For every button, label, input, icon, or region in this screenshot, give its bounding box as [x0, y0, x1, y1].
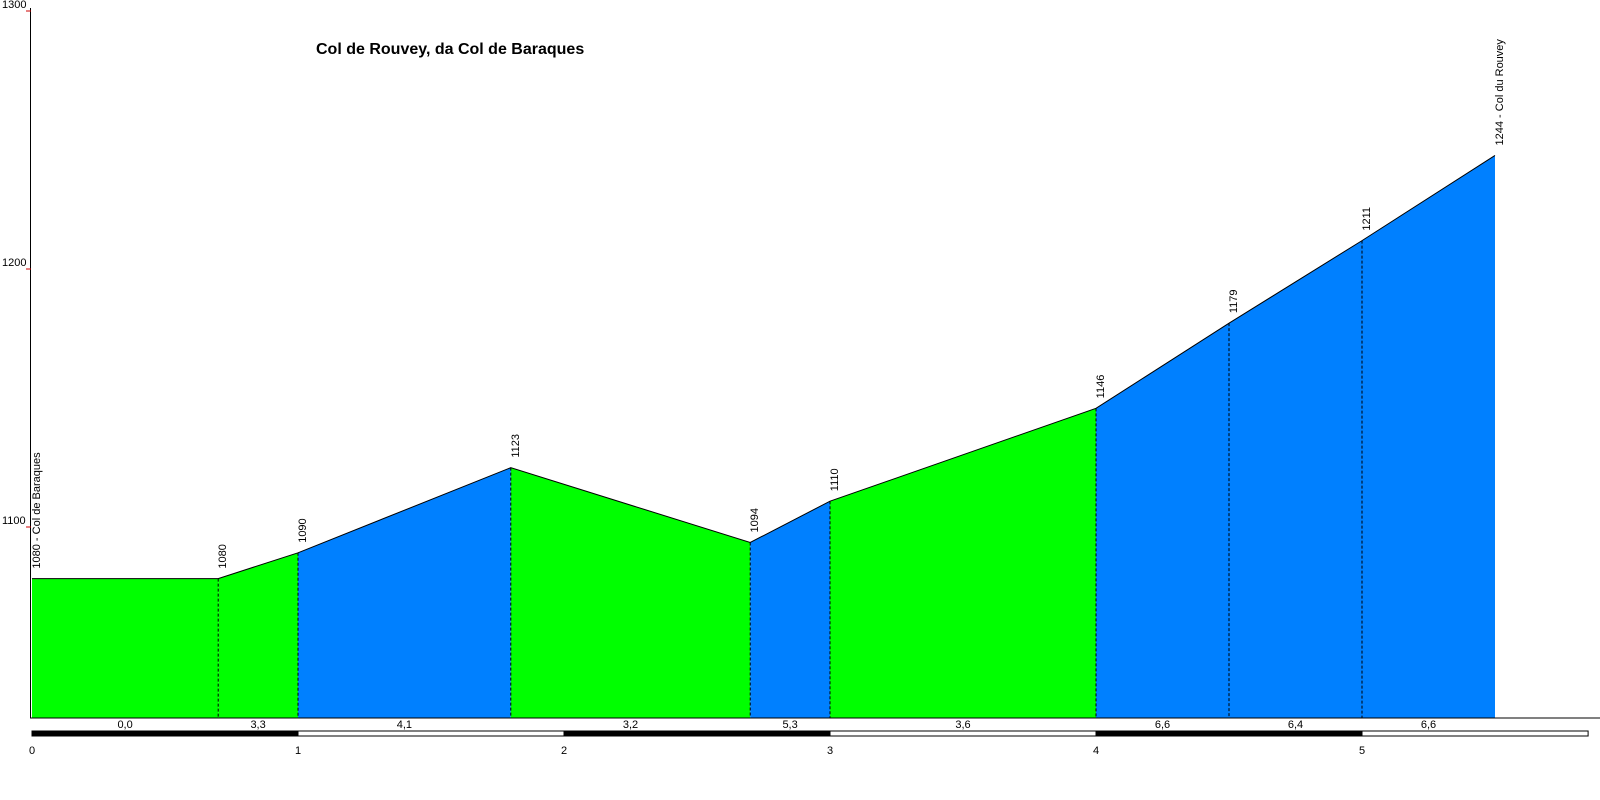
- profile-line: [32, 155, 1496, 580]
- km-bar-block: [1361, 730, 1589, 737]
- chart-title: Col de Rouvey, da Col de Baraques: [316, 41, 584, 58]
- y-tick-label: 1300: [2, 0, 26, 11]
- point-label: 1179: [1228, 290, 1240, 314]
- gradient-labels: 0,0 3,3 4,1 3,2 5,3 3,6 6,6 6,4 6,6: [117, 719, 1436, 731]
- segment-area-8: [1229, 240, 1362, 718]
- y-tick-label: 1200: [2, 257, 26, 269]
- gradient-label: 4,1: [397, 719, 412, 731]
- point-label: 1110: [829, 468, 841, 491]
- point-label: 1094: [749, 508, 761, 532]
- gradient-label: 3,2: [623, 719, 638, 731]
- point-label: 1080: [217, 544, 229, 568]
- segment-area-3: [298, 467, 511, 718]
- segment-dividers: [217, 240, 1363, 718]
- gradient-label: 0,0: [117, 719, 132, 731]
- point-label: 1146: [1095, 375, 1107, 399]
- point-label: 1090: [297, 518, 309, 542]
- km-bar-block: [1095, 730, 1363, 737]
- segment-area-1: [32, 578, 219, 718]
- segment-area-4: [510, 467, 751, 718]
- km-bar-block: [297, 730, 565, 737]
- gradient-label: 3,6: [955, 719, 970, 731]
- y-tick-label: 1100: [2, 515, 26, 527]
- point-label: 1080 - Col de Baraques: [31, 452, 43, 569]
- gradient-label: 6,6: [1421, 719, 1436, 731]
- x-tick-label: 1: [295, 745, 301, 757]
- segment-area-9: [1362, 155, 1495, 719]
- gradient-label: 3,3: [250, 719, 265, 731]
- point-labels: 1080 - Col de Baraques 1080 1090 1123 1094 11…: [31, 39, 1506, 569]
- profile-outline: [32, 155, 1496, 580]
- x-tick-label: 4: [1093, 745, 1099, 757]
- km-scale-bar: [31, 730, 1589, 737]
- segment-area-6: [830, 408, 1096, 718]
- segment-area-2: [218, 552, 298, 718]
- gradient-label: 5,3: [782, 719, 797, 731]
- x-tick-label: 2: [561, 745, 567, 757]
- axes: 1100 1200 1300 0 1 2 3 4 5: [2, 0, 1600, 757]
- x-tick-label: 3: [827, 745, 833, 757]
- km-bar-block: [829, 730, 1097, 737]
- point-label: 1211: [1361, 207, 1373, 231]
- gradient-label: 6,6: [1155, 719, 1170, 731]
- x-tick-label: 0: [29, 745, 35, 757]
- point-label: 1123: [510, 434, 522, 458]
- segment-area-5: [750, 501, 830, 718]
- km-bar-block: [31, 730, 299, 737]
- gradient-label: 6,4: [1288, 719, 1303, 731]
- x-tick-label: 5: [1359, 745, 1365, 757]
- km-bar-block: [563, 730, 831, 737]
- point-label: 1244 - Col du Rouvey: [1494, 39, 1506, 146]
- segment-area-7: [1096, 323, 1229, 718]
- profile-areas: [32, 155, 1495, 719]
